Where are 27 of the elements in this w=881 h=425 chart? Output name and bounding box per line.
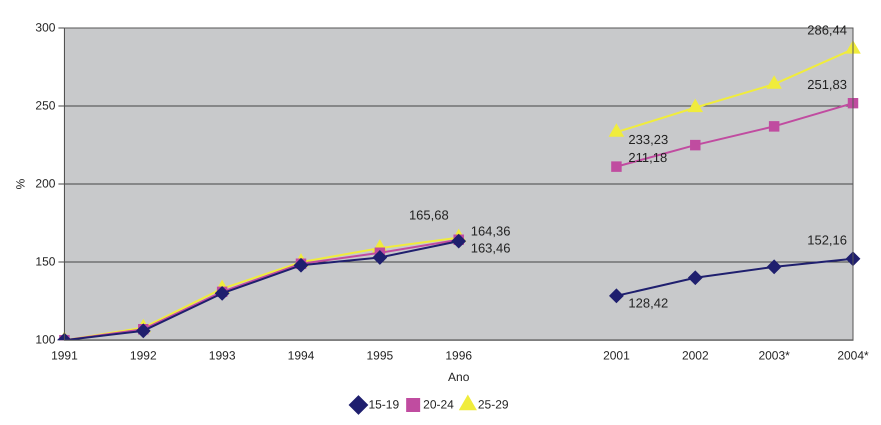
x-tick-label: 2001 [603, 348, 630, 363]
legend-label: 25-29 [478, 397, 509, 412]
y-tick-label: 200 [35, 176, 56, 190]
y-tick-label: 250 [35, 98, 56, 112]
x-tick-label: 1995 [366, 348, 394, 363]
x-tick-label: 1994 [288, 348, 315, 363]
y-tick-label: 100 [35, 332, 56, 347]
data-label: 152,16 [807, 232, 847, 248]
y-tick-label: 300 [35, 20, 56, 34]
data-label: 251,83 [807, 76, 847, 92]
x-axis-title: Ano [448, 370, 470, 384]
x-tick-label: 1996 [445, 348, 472, 363]
data-label: 164,36 [470, 223, 510, 238]
x-tick-label: 1992 [130, 348, 157, 363]
x-tick-label: 2004* [837, 348, 870, 363]
x-tick-label: 2002 [682, 348, 709, 363]
data-label: 165,68 [408, 207, 449, 222]
y-tick-label: 150 [35, 254, 56, 268]
legend-label: 20-24 [423, 397, 454, 412]
x-tick-label: 2003* [758, 348, 790, 363]
x-tick-label: 1991 [51, 348, 78, 363]
legend-label: 15-19 [368, 397, 400, 412]
data-label: 233,23 [628, 132, 668, 147]
y-axis-title: % [14, 178, 28, 190]
x-tick-label: 1993 [208, 348, 236, 363]
data-label: 163,46 [470, 240, 510, 256]
data-label: 128,42 [628, 295, 668, 310]
